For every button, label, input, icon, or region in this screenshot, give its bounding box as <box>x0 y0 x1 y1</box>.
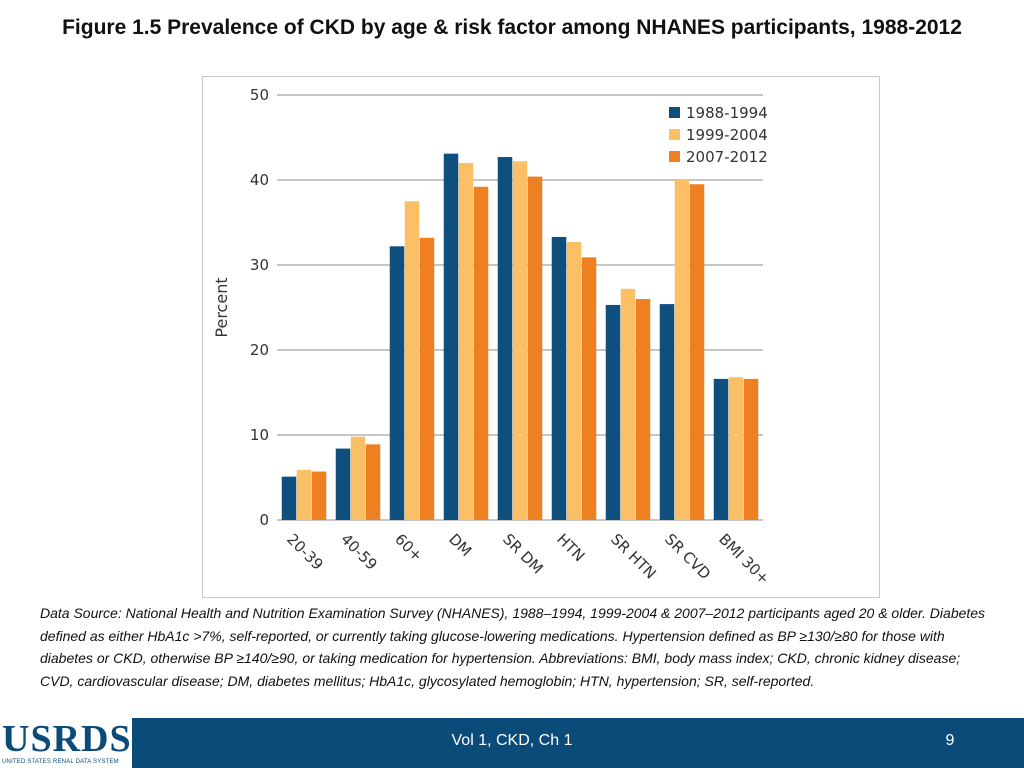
bar <box>497 157 513 521</box>
footer-bar: USRDS UNITED STATES RENAL DATA SYSTEM Vo… <box>0 718 1024 768</box>
legend-swatch <box>669 107 680 118</box>
chart-panel: 0 10 20 30 40 50 Percent 20-39 40-59 60+ DM SR DM HT… <box>202 76 880 598</box>
y-tick-label: 0 <box>259 511 269 529</box>
bar <box>674 180 690 520</box>
bar <box>419 237 435 521</box>
footer-label: Vol 1, CKD, Ch 1 <box>451 732 573 749</box>
bar <box>443 153 459 520</box>
logo-text: USRDS <box>2 718 132 760</box>
bar <box>605 304 621 520</box>
bar <box>635 299 651 520</box>
y-tick-label: 10 <box>250 426 269 444</box>
legend-label: 1999-2004 <box>686 126 768 144</box>
legend-label: 1988-1994 <box>686 104 768 122</box>
bar <box>389 246 405 521</box>
x-tick-label: SR HTN <box>607 530 660 583</box>
usrds-logo: USRDS UNITED STATES RENAL DATA SYSTEM <box>0 718 132 768</box>
bar <box>620 288 636 520</box>
bar <box>350 436 366 520</box>
page-number: 9 <box>945 732 955 749</box>
bar <box>473 186 489 521</box>
bar <box>713 378 729 520</box>
bar <box>296 469 312 520</box>
bar <box>728 377 744 520</box>
y-tick-label: 40 <box>250 171 269 189</box>
x-tick-label: BMI 30+ <box>715 530 773 588</box>
bar <box>527 176 543 520</box>
bar <box>566 242 582 521</box>
bar-chart: 0 10 20 30 40 50 Percent 20-39 40-59 60+ DM SR DM HT… <box>212 86 773 588</box>
bar <box>311 471 327 520</box>
logo-subtext: UNITED STATES RENAL DATA SYSTEM <box>2 759 119 765</box>
x-tick-label: SR CVD <box>661 530 714 583</box>
bar <box>365 444 381 520</box>
page-title: Figure 1.5 Prevalence of CKD by age & ri… <box>62 16 962 39</box>
data-source-note: Data Source: National Health and Nutriti… <box>40 605 986 689</box>
legend-swatch <box>669 129 680 140</box>
x-tick-label: 40-59 <box>337 530 381 574</box>
bar <box>659 304 675 520</box>
y-tick-label: 30 <box>250 256 269 274</box>
legend-swatch <box>669 151 680 162</box>
bar <box>581 257 597 520</box>
y-tick-label: 50 <box>250 86 269 104</box>
x-tick-label: 20-39 <box>283 530 327 574</box>
bar <box>743 378 759 520</box>
bar <box>404 201 420 520</box>
y-axis-label: Percent <box>212 277 231 337</box>
bar <box>512 161 528 521</box>
bar <box>689 184 705 520</box>
x-tick-label: HTN <box>553 530 588 565</box>
bar <box>281 476 297 520</box>
x-tick-label: 60+ <box>391 530 426 565</box>
bar <box>551 236 567 520</box>
bar <box>335 448 351 520</box>
x-tick-label: DM <box>445 530 475 560</box>
legend-label: 2007-2012 <box>686 148 768 166</box>
bar <box>458 163 474 520</box>
x-tick-label: SR DM <box>499 530 547 578</box>
y-tick-label: 20 <box>250 341 269 359</box>
